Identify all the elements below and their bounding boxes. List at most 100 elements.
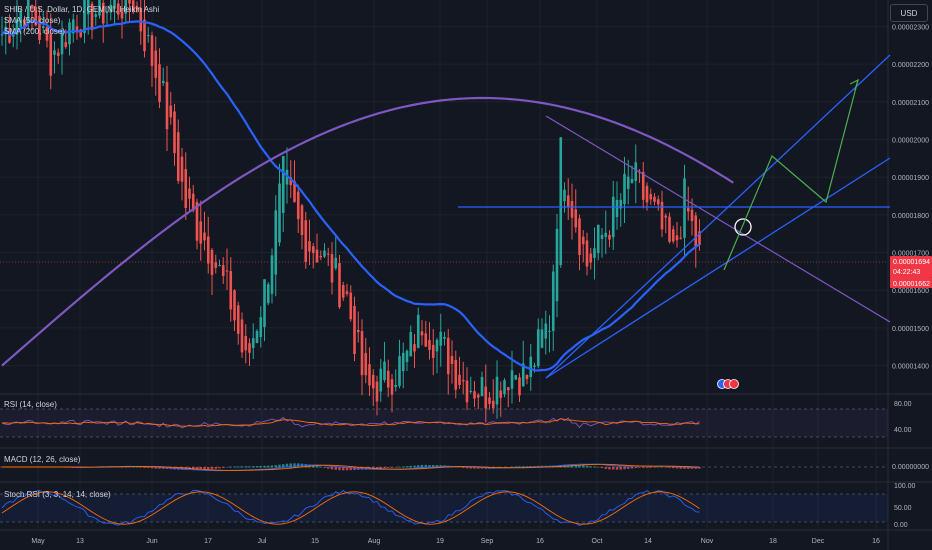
- time-tick-label: 18: [769, 538, 777, 545]
- candle-up: [255, 331, 259, 344]
- macd-histogram-bar: [364, 467, 367, 470]
- candle-down: [8, 30, 11, 43]
- macd-histogram-bar: [345, 467, 349, 471]
- candle-down: [675, 235, 679, 241]
- candle-down: [34, 6, 38, 26]
- candle-down: [188, 188, 191, 199]
- candle-down: [645, 185, 649, 203]
- macd-histogram-bar: [458, 466, 461, 468]
- candle-down: [315, 249, 319, 263]
- candle-up: [53, 50, 56, 55]
- candle-down: [101, 2, 105, 24]
- symbol-title[interactable]: SHIB / U.S. Dollar, 1D, GEMINI, Heikin A…: [4, 5, 160, 14]
- sma200-legend[interactable]: SMA (200, close): [4, 27, 65, 36]
- macd-histogram-bar: [649, 467, 652, 468]
- macd-histogram-bar: [139, 467, 142, 468]
- macd-histogram-bar: [180, 467, 184, 470]
- macd-histogram-bar: [698, 467, 701, 469]
- macd-histogram-bar: [578, 465, 581, 468]
- candle-up: [124, 0, 128, 14]
- candle-up: [630, 179, 634, 183]
- candle-down: [446, 337, 450, 375]
- macd-histogram-bar: [574, 464, 577, 468]
- event-marker-icon: [729, 379, 739, 389]
- candle-down: [206, 236, 210, 264]
- countdown-label: 04:22:43: [893, 269, 920, 276]
- macd-histogram-bar: [319, 466, 322, 468]
- candle-down: [150, 35, 154, 66]
- trendline-support: [545, 157, 891, 379]
- macd-histogram-bar: [267, 465, 270, 468]
- candle-up: [401, 352, 405, 372]
- macd-histogram-bar: [229, 466, 232, 468]
- sma50-line: [1, 20, 701, 372]
- price-tick-label: 0.00001900: [892, 175, 929, 182]
- macd-histogram-bar: [150, 467, 154, 469]
- sma50-legend[interactable]: SMA (50, close): [4, 16, 61, 25]
- macd-histogram-bar: [330, 467, 334, 470]
- candle-up: [270, 255, 274, 294]
- candle-down: [465, 380, 469, 403]
- trendline-descending: [545, 115, 891, 323]
- candle-down: [23, 19, 26, 28]
- macd-histogram-bar: [612, 467, 615, 470]
- candle-down: [660, 201, 664, 230]
- macd-histogram-bar: [657, 466, 660, 468]
- candle-up: [439, 331, 443, 346]
- candle-up: [514, 375, 518, 380]
- candle-up: [536, 329, 540, 367]
- candle-down: [165, 81, 169, 130]
- stoch-k-line: [1, 489, 700, 527]
- macd-histogram-bar: [589, 466, 592, 468]
- macd-histogram-bar: [435, 465, 439, 468]
- candle-down: [473, 391, 476, 399]
- candle-up: [146, 35, 150, 37]
- time-tick-label: 19: [436, 538, 444, 545]
- macd-histogram-bar: [668, 467, 671, 468]
- stoch-label[interactable]: Stoch RSI (3, 3, 14, 14, close): [4, 490, 111, 499]
- rsi-label[interactable]: RSI (14, close): [4, 400, 57, 409]
- candle-down: [641, 171, 645, 200]
- candle-up: [548, 330, 551, 332]
- candle-up: [619, 199, 623, 209]
- candle-down: [570, 201, 574, 218]
- price-tick-label: 0.00001700: [892, 251, 929, 258]
- macd-histogram-bar: [683, 467, 686, 469]
- candle-down: [184, 169, 188, 208]
- macd-histogram-bar: [240, 466, 244, 468]
- macd-histogram-bar: [334, 467, 337, 470]
- time-tick-label: Jul: [258, 538, 267, 545]
- candle-down: [236, 305, 240, 334]
- candle-up: [19, 12, 23, 27]
- candle-up: [60, 29, 64, 55]
- candle-down: [664, 215, 668, 218]
- macd-histogram-bar: [469, 467, 472, 469]
- candle-down: [199, 221, 203, 244]
- macd-histogram-bar: [237, 466, 240, 468]
- macd-histogram-bar: [327, 467, 330, 469]
- macd-histogram-bar: [285, 463, 289, 468]
- price-tick-label: 0.00002000: [892, 137, 929, 144]
- macd-histogram-bar: [510, 466, 514, 468]
- candle-down: [214, 262, 218, 268]
- candle-down: [525, 374, 529, 380]
- currency-button[interactable]: USD: [890, 4, 928, 22]
- candle-down: [476, 394, 480, 398]
- candle-up: [596, 224, 600, 254]
- candle-down: [581, 236, 585, 245]
- candle-up: [495, 376, 499, 405]
- macd-histogram-bar: [304, 464, 307, 468]
- macd-histogram-bar: [593, 466, 596, 468]
- macd-histogram-bar: [154, 467, 157, 469]
- candle-up: [559, 137, 563, 266]
- macd-histogram-bar: [432, 465, 435, 468]
- time-tick-label: 14: [644, 538, 652, 545]
- macd-histogram-bar: [409, 465, 412, 468]
- candle-up: [544, 323, 548, 339]
- candle-down: [488, 397, 491, 404]
- macd-label[interactable]: MACD (12, 26, close): [4, 455, 81, 464]
- candle-down: [135, 6, 139, 10]
- last-price-label: 0.00001694: [893, 259, 930, 266]
- candle-up: [263, 279, 266, 328]
